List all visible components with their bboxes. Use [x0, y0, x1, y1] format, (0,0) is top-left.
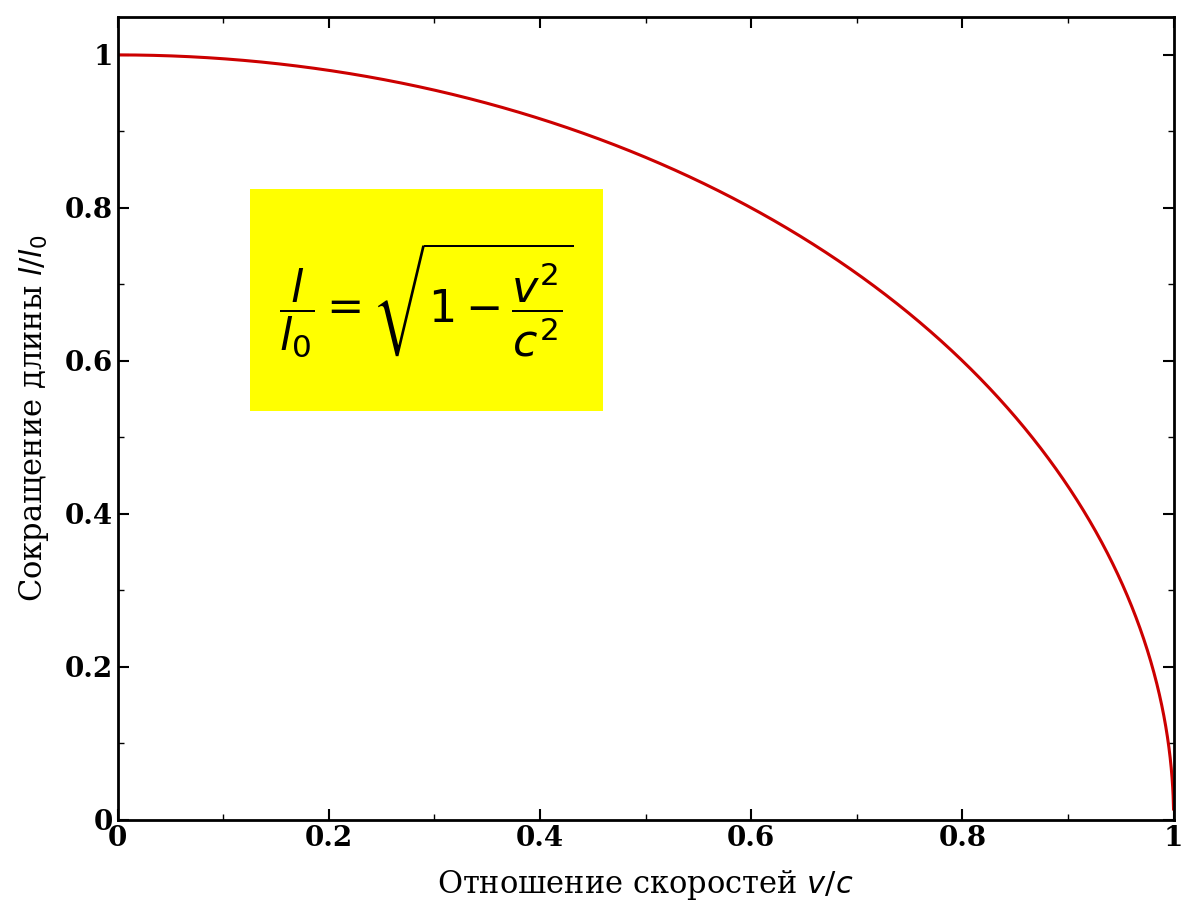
- FancyBboxPatch shape: [250, 188, 604, 411]
- Text: $\dfrac{l}{l_0} = \sqrt{1 - \dfrac{v^2}{c^2}}$: $\dfrac{l}{l_0} = \sqrt{1 - \dfrac{v^2}{…: [280, 241, 574, 358]
- Y-axis label: Сокращение длины $\mathit{l/l_0}$: Сокращение длины $\mathit{l/l_0}$: [17, 234, 50, 602]
- X-axis label: Отношение скоростей $\mathit{v/c}$: Отношение скоростей $\mathit{v/c}$: [438, 868, 854, 902]
